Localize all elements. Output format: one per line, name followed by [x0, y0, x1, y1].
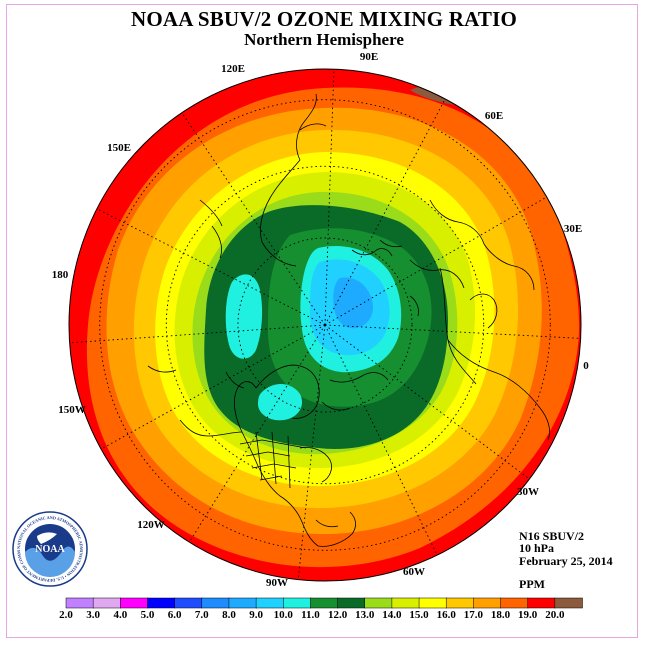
- meridian-label-90w: 90W: [266, 577, 288, 589]
- meridian-label-120e: 120E: [221, 63, 245, 75]
- colorbar: [65, 597, 583, 609]
- meridian-label-150e: 150E: [107, 142, 131, 154]
- colorbar-tick-label: 14.0: [382, 609, 402, 621]
- map-title: NOAA SBUV/2 OZONE MIXING RATIO: [131, 7, 517, 31]
- colorbar-swatch: [283, 597, 312, 609]
- date-label: February 25, 2014: [519, 554, 613, 568]
- colorbar-swatch: [473, 597, 502, 609]
- colorbar-tick-label: 10.0: [274, 609, 294, 621]
- pressure-label: 10 hPa: [519, 541, 555, 555]
- colorbar-swatch: [337, 597, 366, 609]
- meridian-label-60w: 60W: [403, 566, 425, 578]
- colorbar-swatch: [120, 597, 149, 609]
- map-subtitle: Northern Hemisphere: [244, 30, 404, 49]
- figure-border: [6, 4, 638, 638]
- colorbar-tick-label: 6.0: [168, 609, 182, 621]
- noaa-logo: NOAA NATIONAL OCEANIC AND ATMOSPHERIC AD…: [11, 510, 88, 587]
- colorbar-swatch: [500, 597, 529, 609]
- meridian-label-30w: 30W: [517, 486, 539, 498]
- colorbar-tick-label: 18.0: [491, 609, 511, 621]
- meridian-label-90e: 90E: [360, 51, 378, 63]
- colorbar-swatch: [310, 597, 339, 609]
- colorbar-tick-label: 5.0: [141, 609, 155, 621]
- meridian-label-150w: 150W: [58, 404, 86, 416]
- meridian-label-0: 0: [583, 360, 589, 372]
- colorbar-tick-label: 2.0: [59, 609, 73, 621]
- colorbar-swatch: [445, 597, 475, 609]
- colorbar-swatch: [174, 597, 203, 609]
- colorbar-tick-label: 3.0: [86, 609, 100, 621]
- band-7-8-core: [333, 277, 374, 329]
- colorbar-swatch: [391, 597, 420, 609]
- colorbar-tick-label: 8.0: [222, 609, 236, 621]
- colorbar-tick-label: 15.0: [409, 609, 429, 621]
- graticule: [69, 69, 581, 580]
- coastlines: [147, 93, 550, 547]
- instrument-label: N16 SBUV/2: [519, 529, 585, 543]
- colorbar-tick-label: 16.0: [437, 609, 457, 621]
- colorbar-swatch: [255, 597, 285, 609]
- colorbar-swatch: [228, 597, 257, 609]
- meridian-label-180: 180: [52, 269, 69, 281]
- colorbar-swatch: [92, 597, 122, 609]
- units-label: PPM: [519, 577, 545, 591]
- colorbar-swatch: [527, 597, 556, 609]
- colorbar-swatch: [201, 597, 230, 609]
- colorbar-tick-label: 17.0: [464, 609, 484, 621]
- colorbar-swatch: [418, 597, 447, 609]
- colorbar-tick-label: 9.0: [249, 609, 263, 621]
- colorbar-tick-label: 4.0: [113, 609, 127, 621]
- meridian-label-60e: 60E: [485, 110, 503, 122]
- colorbar-tick-label: 19.0: [518, 609, 538, 621]
- meridian-label-30e: 30E: [564, 223, 582, 235]
- colorbar-tick-labels: 2.0 3.0 4.0 5.0 6.0 7.0 8.0 9.0 10.0 11.0 12.0 13.0…: [59, 609, 565, 621]
- meridian-labels: 90E 60E 30E 0 30W 60W 90W 120W 150W 180 150E 120E: [52, 51, 590, 589]
- colorbar-swatch: [65, 597, 94, 609]
- colorbar-tick-label: 20.0: [545, 609, 565, 621]
- colorbar-tick-label: 12.0: [328, 609, 348, 621]
- colorbar-swatch: [364, 597, 393, 609]
- band-9-10-cell-canada: [258, 383, 303, 421]
- colorbar-tick-label: 11.0: [301, 609, 320, 621]
- colorbar-tick-label: 13.0: [355, 609, 375, 621]
- colorbar-tick-label: 7.0: [195, 609, 209, 621]
- colorbar-swatch: [554, 597, 583, 609]
- noaa-logo-text: NOAA: [35, 544, 65, 555]
- map-rim: [68, 68, 582, 582]
- colorbar-swatch: [147, 597, 176, 609]
- band-9-10-cell-west: [225, 274, 263, 359]
- meridian-label-120w: 120W: [137, 519, 165, 531]
